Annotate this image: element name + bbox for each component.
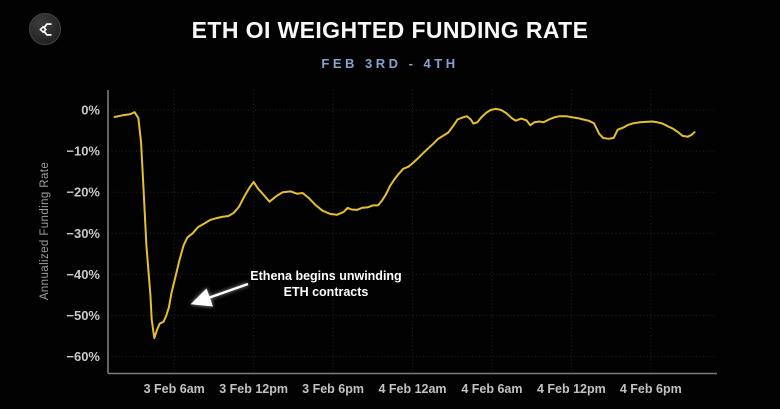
annotation-line-1: Ethena begins unwinding <box>250 269 402 283</box>
x-tick-label: 3 Feb 6pm <box>302 382 364 396</box>
sigma-diamond-icon <box>38 22 52 36</box>
brand-logo <box>29 13 61 45</box>
chart-annotation: Ethena begins unwinding ETH contracts <box>250 268 401 300</box>
y-tick-label: −20% <box>66 185 100 200</box>
x-tick-label: 4 Feb 12am <box>378 382 446 396</box>
y-tick-label: −60% <box>66 349 100 364</box>
x-tick-label: 3 Feb 12pm <box>219 382 288 396</box>
y-tick-label: −50% <box>66 308 100 323</box>
x-tick-label: 4 Feb 6pm <box>620 382 682 396</box>
annotation-line-2: ETH contracts <box>283 285 369 299</box>
annotation-arrow <box>190 282 249 307</box>
y-tick-label: −40% <box>66 267 100 282</box>
y-tick-label: 0% <box>81 103 100 118</box>
y-tick-label: −30% <box>66 226 100 241</box>
page-title: ETH OI WEIGHTED FUNDING RATE <box>191 17 589 43</box>
x-tick-label: 4 Feb 12pm <box>537 382 606 396</box>
page-subtitle: FEB 3RD - 4TH <box>321 56 459 71</box>
x-tick-label: 3 Feb 6am <box>144 382 205 396</box>
x-tick-label: 4 Feb 6am <box>461 382 522 396</box>
y-tick-label: −10% <box>66 144 100 159</box>
y-axis-title: Annualized Funding Rate <box>39 161 51 301</box>
funding-rate-line <box>113 107 696 340</box>
